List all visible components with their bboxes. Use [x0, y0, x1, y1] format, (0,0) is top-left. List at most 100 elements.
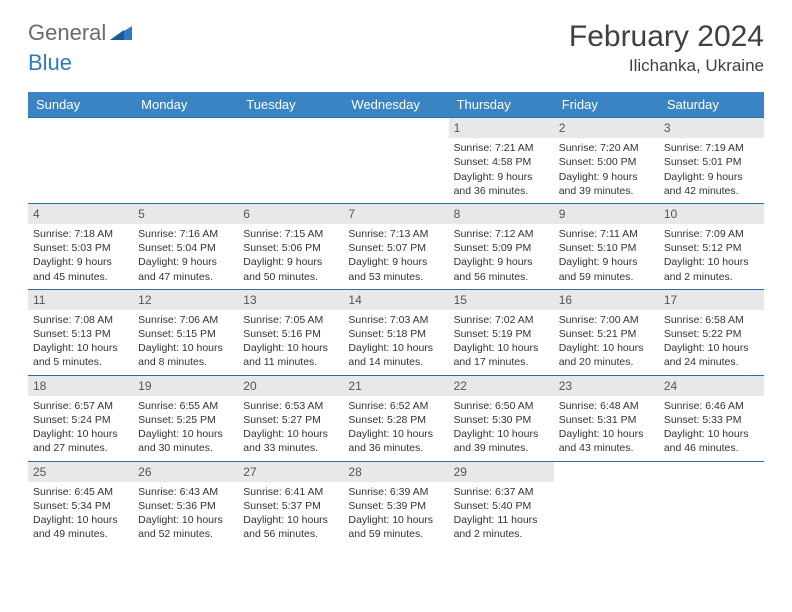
day-number: 24 [659, 376, 764, 396]
calendar-cell [343, 118, 448, 203]
calendar-cell: 16Sunrise: 7:00 AMSunset: 5:21 PMDayligh… [554, 290, 659, 375]
sunset-text: Sunset: 5:04 PM [138, 241, 233, 255]
sunrise-text: Sunrise: 7:02 AM [454, 313, 549, 327]
day-number: 19 [133, 376, 238, 396]
sunset-text: Sunset: 5:10 PM [559, 241, 654, 255]
daylight-text: and 2 minutes. [664, 270, 759, 284]
daylight-text: and 50 minutes. [243, 270, 338, 284]
daylight-text: and 56 minutes. [243, 527, 338, 541]
calendar-cell: 13Sunrise: 7:05 AMSunset: 5:16 PMDayligh… [238, 290, 343, 375]
sunset-text: Sunset: 5:00 PM [559, 155, 654, 169]
sunrise-text: Sunrise: 6:39 AM [348, 485, 443, 499]
daylight-text: and 27 minutes. [33, 441, 128, 455]
daylight-text: and 24 minutes. [664, 355, 759, 369]
daylight-text: and 43 minutes. [559, 441, 654, 455]
day-number: 8 [449, 204, 554, 224]
location-label: Ilichanka, Ukraine [569, 56, 764, 76]
calendar-cell: 26Sunrise: 6:43 AMSunset: 5:36 PMDayligh… [133, 462, 238, 547]
calendar-cell [133, 118, 238, 203]
daylight-text: Daylight: 9 hours [138, 255, 233, 269]
sunset-text: Sunset: 5:18 PM [348, 327, 443, 341]
sunrise-text: Sunrise: 7:08 AM [33, 313, 128, 327]
calendar-body: 1Sunrise: 7:21 AMSunset: 4:58 PMDaylight… [28, 117, 764, 546]
daylight-text: and 17 minutes. [454, 355, 549, 369]
daylight-text: Daylight: 10 hours [243, 513, 338, 527]
calendar-cell: 6Sunrise: 7:15 AMSunset: 5:06 PMDaylight… [238, 204, 343, 289]
daylight-text: Daylight: 10 hours [243, 341, 338, 355]
day-number: 14 [343, 290, 448, 310]
day-number: 23 [554, 376, 659, 396]
sunrise-text: Sunrise: 6:37 AM [454, 485, 549, 499]
daylight-text: Daylight: 10 hours [33, 513, 128, 527]
calendar-cell: 9Sunrise: 7:11 AMSunset: 5:10 PMDaylight… [554, 204, 659, 289]
daylight-text: and 49 minutes. [33, 527, 128, 541]
calendar-page: General February 2024 Ilichanka, Ukraine… [0, 0, 792, 566]
daylight-text: Daylight: 10 hours [138, 513, 233, 527]
calendar-cell: 12Sunrise: 7:06 AMSunset: 5:15 PMDayligh… [133, 290, 238, 375]
sunrise-text: Sunrise: 7:05 AM [243, 313, 338, 327]
sunset-text: Sunset: 5:21 PM [559, 327, 654, 341]
daylight-text: and 30 minutes. [138, 441, 233, 455]
calendar-cell: 28Sunrise: 6:39 AMSunset: 5:39 PMDayligh… [343, 462, 448, 547]
day-number: 11 [28, 290, 133, 310]
day-number: 13 [238, 290, 343, 310]
daylight-text: and 56 minutes. [454, 270, 549, 284]
daylight-text: and 36 minutes. [454, 184, 549, 198]
sunset-text: Sunset: 5:33 PM [664, 413, 759, 427]
weekday-monday: Monday [133, 92, 238, 117]
sunrise-text: Sunrise: 7:15 AM [243, 227, 338, 241]
calendar-row: 4 Sunrise: 7:18 AMSunset: 5:03 PM Daylight… [28, 203, 764, 289]
sunrise-text: Sunrise: 7:00 AM [559, 313, 654, 327]
daylight-text: Daylight: 9 hours [348, 255, 443, 269]
daylight-text: and 46 minutes. [664, 441, 759, 455]
daylight-text: Daylight: 11 hours [454, 513, 549, 527]
daylight-text: Daylight: 10 hours [664, 255, 759, 269]
page-header: General February 2024 Ilichanka, Ukraine [28, 20, 764, 76]
sunrise-text: Sunrise: 7:18 AM [33, 227, 128, 241]
sunset-text: Sunset: 5:19 PM [454, 327, 549, 341]
daylight-text: Daylight: 10 hours [664, 427, 759, 441]
weekday-sunday: Sunday [28, 92, 133, 117]
sunrise-text: Sunrise: 6:55 AM [138, 399, 233, 413]
day-number: 4 [28, 204, 133, 224]
sunset-text: Sunset: 5:40 PM [454, 499, 549, 513]
calendar-row: 18Sunrise: 6:57 AMSunset: 5:24 PMDayligh… [28, 375, 764, 461]
sunrise-text: Sunrise: 7:09 AM [664, 227, 759, 241]
sunrise-text: Sunrise: 7:03 AM [348, 313, 443, 327]
calendar-cell [554, 462, 659, 547]
day-number: 2 [554, 118, 659, 138]
sunrise-text: Sunrise: 6:50 AM [454, 399, 549, 413]
calendar-cell: 7Sunrise: 7:13 AMSunset: 5:07 PMDaylight… [343, 204, 448, 289]
daylight-text: Daylight: 10 hours [559, 427, 654, 441]
daylight-text: and 36 minutes. [348, 441, 443, 455]
sunrise-text: Sunrise: 7:21 AM [454, 141, 549, 155]
sunrise-text: Sunrise: 6:46 AM [664, 399, 759, 413]
sunset-text: Sunset: 5:36 PM [138, 499, 233, 513]
sunrise-text: Sunrise: 6:57 AM [33, 399, 128, 413]
sunrise-text: Sunrise: 6:41 AM [243, 485, 338, 499]
calendar-row: 1Sunrise: 7:21 AMSunset: 4:58 PMDaylight… [28, 117, 764, 203]
day-number: 7 [343, 204, 448, 224]
day-number: 16 [554, 290, 659, 310]
weekday-friday: Friday [554, 92, 659, 117]
calendar-cell: 15Sunrise: 7:02 AMSunset: 5:19 PMDayligh… [449, 290, 554, 375]
logo-sub: Blue [28, 50, 72, 76]
sunrise-text: Sunrise: 6:45 AM [33, 485, 128, 499]
sunrise-text: Sunrise: 6:53 AM [243, 399, 338, 413]
sunrise-text: Sunrise: 7:19 AM [664, 141, 759, 155]
sunrise-text: Sunrise: 7:11 AM [559, 227, 654, 241]
daylight-text: Daylight: 9 hours [559, 255, 654, 269]
weekday-saturday: Saturday [659, 92, 764, 117]
sunset-text: Sunset: 5:03 PM [33, 241, 128, 255]
daylight-text: and 42 minutes. [664, 184, 759, 198]
sunset-text: Sunset: 5:13 PM [33, 327, 128, 341]
daylight-text: and 47 minutes. [138, 270, 233, 284]
daylight-text: Daylight: 9 hours [454, 255, 549, 269]
day-number: 26 [133, 462, 238, 482]
daylight-text: Daylight: 9 hours [664, 170, 759, 184]
day-number: 21 [343, 376, 448, 396]
sunrise-text: Sunrise: 6:48 AM [559, 399, 654, 413]
calendar-cell: 8Sunrise: 7:12 AMSunset: 5:09 PMDaylight… [449, 204, 554, 289]
calendar-cell: 27Sunrise: 6:41 AMSunset: 5:37 PMDayligh… [238, 462, 343, 547]
calendar-row: 25Sunrise: 6:45 AMSunset: 5:34 PMDayligh… [28, 461, 764, 547]
